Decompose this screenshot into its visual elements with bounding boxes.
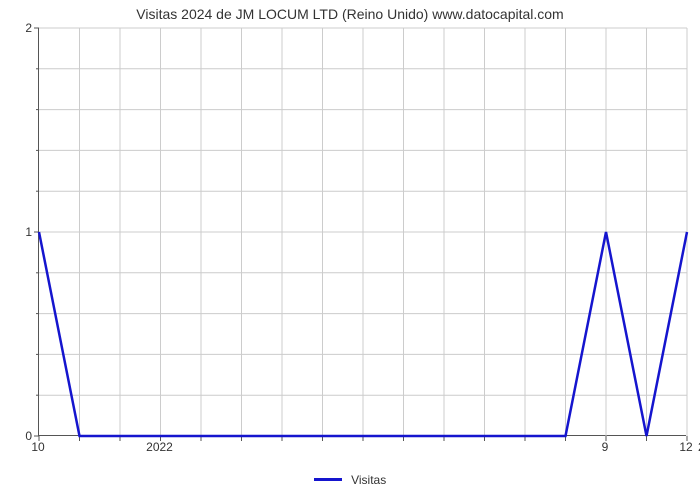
chart-title: Visitas 2024 de JM LOCUM LTD (Reino Unid… [0, 6, 700, 22]
x-tick-label: 9 [602, 440, 609, 454]
x-tick-label: 2022 [146, 440, 173, 454]
legend: Visitas [0, 472, 700, 487]
legend-swatch [314, 478, 342, 481]
chart-svg [39, 28, 687, 436]
x-tick-label: 12 [679, 440, 692, 454]
chart-container: Visitas 2024 de JM LOCUM LTD (Reino Unid… [0, 0, 700, 500]
y-tick-label: 2 [4, 21, 32, 35]
x-tick-label: 10 [31, 440, 44, 454]
y-tick-label: 1 [4, 225, 32, 239]
y-tick-label: 0 [4, 429, 32, 443]
legend-label: Visitas [351, 473, 386, 487]
plot-area [38, 28, 686, 436]
